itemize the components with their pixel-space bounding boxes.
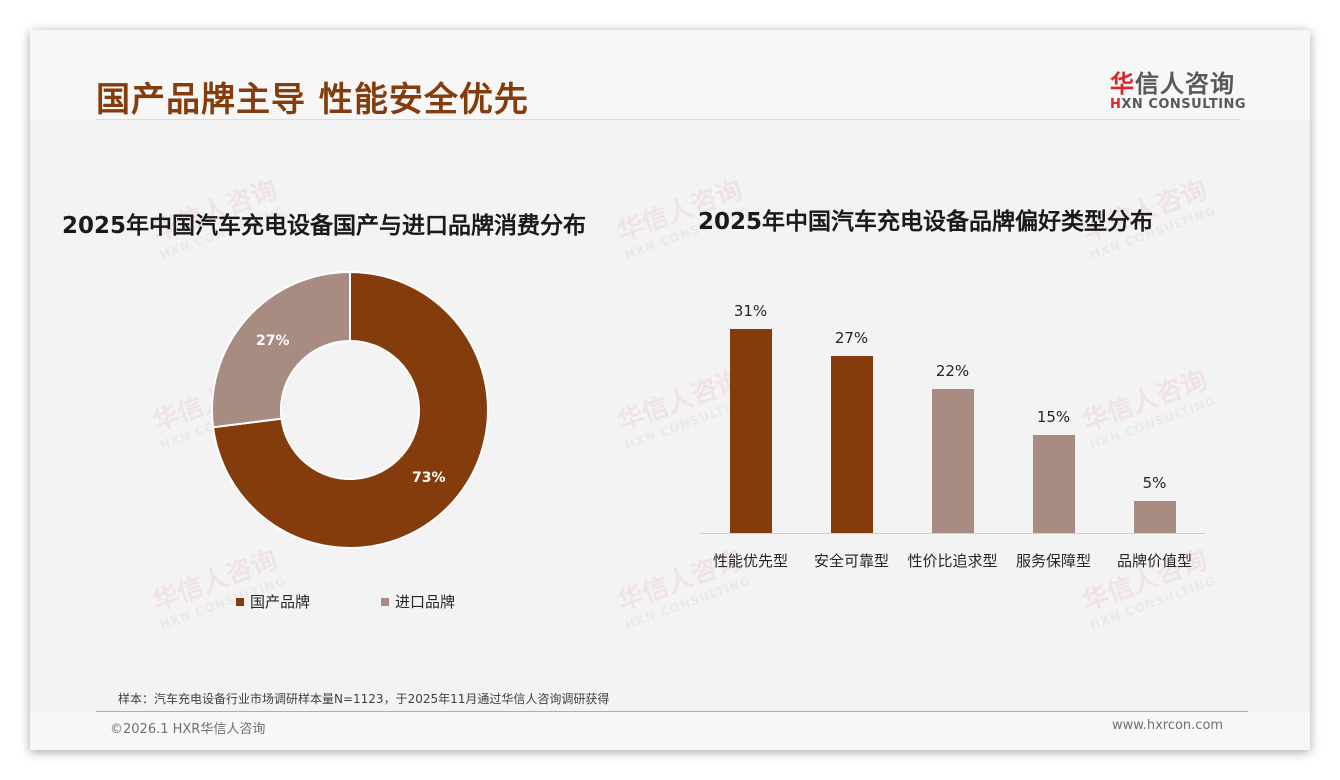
logo-cn-rest: 信人咨询 xyxy=(1135,70,1235,98)
bar xyxy=(729,329,772,534)
donut-svg xyxy=(211,270,489,549)
donut-segment-import xyxy=(211,270,351,429)
copyright: ©2026.1 HXR华信人咨询 xyxy=(110,722,266,737)
logo-en-rest: XN CONSULTING xyxy=(1121,97,1247,112)
x-axis-line xyxy=(700,533,1205,534)
footer-divider xyxy=(96,711,1248,712)
x-axis-category-label: 性价比追求型 xyxy=(907,552,998,570)
header-divider xyxy=(96,119,1240,120)
logo-cn-first: 华 xyxy=(1110,70,1135,98)
bar xyxy=(1133,500,1176,534)
logo-en-first: H xyxy=(1110,97,1122,112)
company-logo: 华信人咨询 HXN CONSULTING xyxy=(1110,64,1250,112)
footer xyxy=(30,712,1310,750)
legend-swatch-icon xyxy=(381,597,389,606)
x-axis-category-label: 性能优先型 xyxy=(712,552,788,570)
x-axis-category-label: 品牌价值型 xyxy=(1116,552,1192,570)
bar xyxy=(830,355,873,534)
legend-item-domestic: 国产品牌 xyxy=(236,591,310,612)
bar-chart-title: 2025年中国汽车充电设备品牌偏好类型分布 xyxy=(698,209,1154,235)
donut-label-domestic: 73% xyxy=(412,470,446,486)
website-link[interactable]: www.hxrcon.com xyxy=(1112,718,1224,733)
logo-en: HXN CONSULTING xyxy=(1110,97,1250,112)
bar-value-label: 27% xyxy=(834,328,869,347)
bar-value-label: 15% xyxy=(1036,407,1071,426)
bar-value-label: 31% xyxy=(733,302,768,321)
donut-chart-title: 2025年中国汽车充电设备国产与进口品牌消费分布 xyxy=(62,213,587,239)
legend-label: 进口品牌 xyxy=(395,593,456,611)
bar-value-label: 5% xyxy=(1142,473,1167,492)
donut-chart: 73% 27% xyxy=(210,270,490,550)
page-title: 国产品牌主导 性能安全优先 xyxy=(96,80,529,120)
sample-note: 样本：汽车充电设备行业市场调研样本量N=1123，于2025年11月通过华信人咨… xyxy=(118,692,610,706)
legend-swatch-icon xyxy=(236,597,244,606)
x-axis-category-label: 安全可靠型 xyxy=(813,552,889,570)
slide: 国产品牌主导 性能安全优先 华信人咨询 HXN CONSULTING 华信人咨询… xyxy=(30,30,1310,750)
x-axis-category-label: 服务保障型 xyxy=(1015,552,1091,570)
legend-item-import: 进口品牌 xyxy=(381,591,455,612)
donut-label-import: 27% xyxy=(256,333,290,349)
bar-value-label: 22% xyxy=(935,361,970,380)
bar xyxy=(931,388,974,534)
header: 国产品牌主导 性能安全优先 华信人咨询 HXN CONSULTING xyxy=(30,30,1310,120)
logo-cn: 华信人咨询 xyxy=(1110,64,1250,99)
bar xyxy=(1032,434,1075,534)
donut-segment-domestic xyxy=(211,270,489,549)
bar-chart: 31% 27% 22% 15% 5% xyxy=(700,280,1205,534)
legend-label: 国产品牌 xyxy=(250,593,311,611)
